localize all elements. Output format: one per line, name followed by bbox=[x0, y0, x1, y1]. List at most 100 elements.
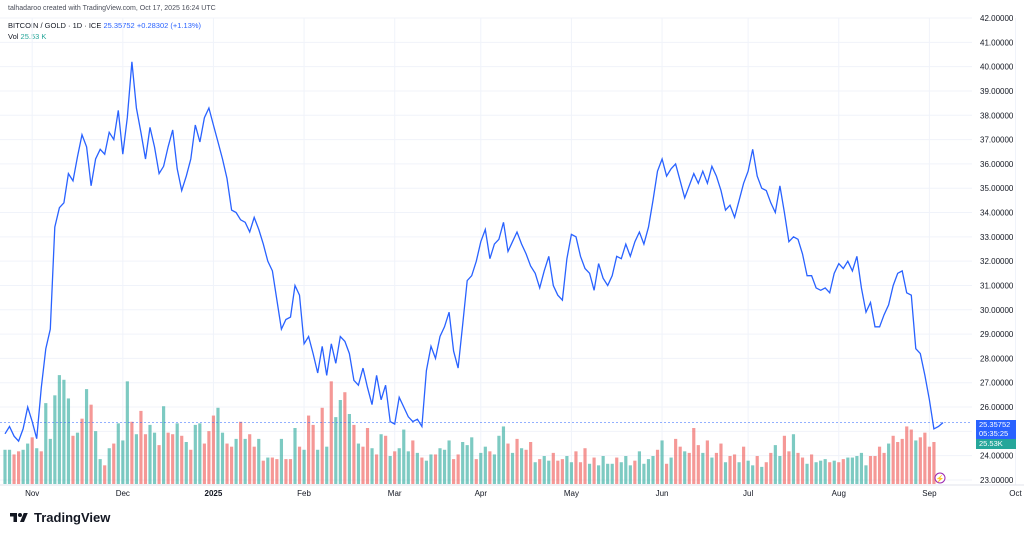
volume-bar bbox=[311, 424, 315, 484]
volume-bar bbox=[220, 432, 225, 484]
volume-bar bbox=[868, 456, 873, 484]
volume-bar bbox=[723, 462, 728, 484]
volume-bar bbox=[442, 449, 447, 484]
volume-bar bbox=[918, 437, 922, 484]
volume-bar bbox=[152, 432, 157, 484]
volume-bar bbox=[841, 459, 845, 484]
volume-bar bbox=[94, 431, 98, 484]
y-tick-label: 34.00000 bbox=[980, 209, 1014, 218]
volume-bar bbox=[488, 451, 492, 484]
volume-bar bbox=[415, 452, 419, 484]
volume-bar bbox=[633, 460, 637, 484]
volume-bar bbox=[302, 449, 306, 484]
volume-bar bbox=[148, 424, 152, 484]
y-tick-label: 38.00000 bbox=[980, 111, 1014, 120]
volume-bar bbox=[202, 443, 206, 484]
volume-bar bbox=[515, 438, 519, 484]
volume-bar bbox=[615, 457, 619, 484]
y-axis[interactable]: 42.00000 41.00000 40.00000 39.00000 38.00000… bbox=[980, 14, 1014, 485]
volume-bar bbox=[234, 438, 238, 484]
volume-bar bbox=[17, 451, 21, 484]
volume-bar bbox=[130, 421, 134, 484]
y-tick-label: 40.00000 bbox=[980, 63, 1014, 72]
volume-bar bbox=[547, 460, 551, 484]
x-tick-label: Oct bbox=[1009, 489, 1022, 498]
volume-bar bbox=[864, 465, 868, 484]
tradingview-logo-icon bbox=[10, 512, 28, 522]
volume-bar bbox=[769, 452, 773, 484]
y-tick-label: 37.00000 bbox=[980, 136, 1014, 145]
volume-bar bbox=[139, 410, 143, 484]
volume-bars bbox=[3, 375, 936, 484]
volume-bar bbox=[782, 435, 786, 484]
volume-bar bbox=[492, 454, 496, 484]
volume-bar bbox=[828, 462, 832, 484]
volume-bar bbox=[365, 428, 370, 484]
volume-bar bbox=[578, 462, 583, 484]
volume-bar bbox=[429, 454, 433, 484]
volume-bar bbox=[583, 448, 587, 484]
volume-bar bbox=[293, 428, 297, 484]
symbol-label[interactable]: BITCOIN / GOLD · 1D · ICE bbox=[8, 21, 102, 30]
last-price-tag-value: 25.35752 bbox=[979, 420, 1011, 429]
volume-bar bbox=[334, 417, 338, 484]
lightning-icon[interactable] bbox=[934, 472, 946, 484]
volume-bar bbox=[275, 459, 279, 484]
volume-bar bbox=[225, 443, 229, 484]
volume-bar bbox=[755, 456, 759, 484]
volume-bar bbox=[75, 432, 80, 484]
volume-bar bbox=[7, 449, 12, 484]
volume-bar bbox=[89, 404, 93, 484]
volume-bar bbox=[664, 463, 669, 484]
y-tick-label: 28.00000 bbox=[980, 354, 1014, 363]
volume-bar bbox=[565, 456, 569, 484]
volume-bar bbox=[180, 435, 184, 484]
volume-bar bbox=[692, 428, 696, 484]
volume-bar bbox=[887, 443, 891, 484]
volume-bar bbox=[556, 460, 560, 484]
volume-bar bbox=[597, 465, 601, 484]
volume-bar bbox=[261, 460, 265, 484]
tradingview-logo[interactable]: TradingView bbox=[8, 510, 110, 525]
volume-bar bbox=[574, 451, 578, 484]
volume-bar bbox=[411, 440, 415, 484]
volume-bar bbox=[239, 421, 243, 484]
volume-bar bbox=[166, 432, 170, 484]
volume-bar bbox=[361, 446, 365, 484]
x-axis[interactable]: Nov Dec 2025 Feb Mar Apr May Jun Jul Aug Sep Oct bbox=[25, 489, 1022, 498]
volume-bar bbox=[57, 375, 61, 484]
volume-tag: 25.53K bbox=[976, 439, 1016, 449]
volume-bar bbox=[519, 448, 524, 484]
volume-bar bbox=[619, 462, 623, 484]
volume-bar bbox=[270, 457, 274, 484]
volume-bar bbox=[198, 423, 202, 484]
volume-bar bbox=[787, 451, 791, 484]
y-tick-label: 30.00000 bbox=[980, 306, 1014, 315]
volume-bar bbox=[243, 438, 247, 484]
x-tick-label: Jun bbox=[656, 489, 669, 498]
y-tick-label: 23.00000 bbox=[980, 476, 1014, 485]
volume-bar bbox=[193, 424, 197, 484]
legend-volume-row: Vol 25.53 K bbox=[8, 31, 201, 42]
volume-bar bbox=[474, 459, 478, 484]
volume-bar bbox=[456, 454, 460, 484]
volume-bar bbox=[26, 443, 30, 484]
volume-bar bbox=[896, 442, 900, 484]
volume-bar bbox=[900, 438, 904, 484]
volume-bar bbox=[524, 449, 528, 484]
volume-bar bbox=[393, 451, 397, 484]
volume-bar bbox=[683, 451, 687, 484]
volume-bar bbox=[80, 418, 84, 484]
volume-bar bbox=[601, 456, 605, 484]
volume-bar bbox=[714, 452, 719, 484]
volume-bar bbox=[379, 434, 383, 484]
volume-bar bbox=[288, 459, 293, 484]
volume-bar bbox=[461, 442, 465, 484]
volume-bar bbox=[402, 429, 406, 484]
y-tick-label: 26.00000 bbox=[980, 403, 1014, 412]
brand-name: TradingView bbox=[34, 510, 111, 525]
volume-bar bbox=[216, 407, 220, 484]
volume-bar bbox=[778, 456, 782, 484]
volume-bar bbox=[39, 451, 43, 484]
